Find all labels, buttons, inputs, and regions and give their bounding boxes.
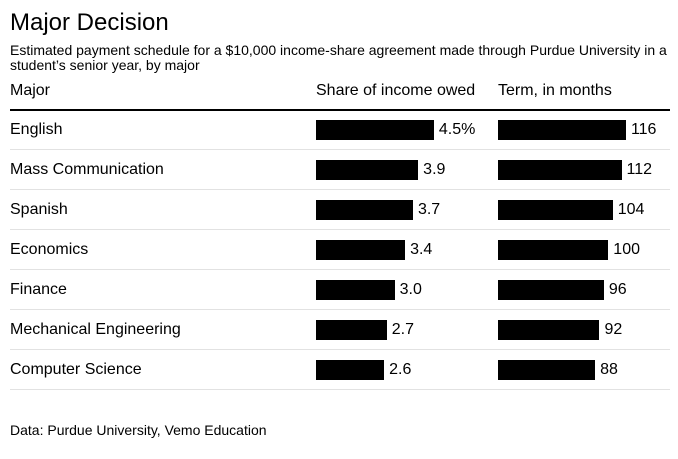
major-label: Finance: [10, 281, 67, 298]
term-bar: [498, 320, 600, 340]
row-divider: [10, 229, 670, 230]
share-value-label: 2.7: [391, 321, 414, 338]
header-rule: [10, 109, 670, 111]
chart-subtitle: Estimated payment schedule for a $10,000…: [10, 42, 667, 73]
share-bar: [316, 360, 385, 380]
term-value-label: 92: [604, 321, 623, 338]
column-header-share: Share of income owed: [316, 82, 476, 99]
term-bar: [498, 200, 613, 220]
table-row: English 4.5% 116: [10, 110, 670, 150]
table-row: Economics 3.4 100: [10, 230, 670, 270]
major-label: English: [10, 121, 63, 138]
share-value-label: 3.4: [410, 241, 433, 258]
term-value-label: 112: [626, 161, 653, 178]
row-divider: [10, 149, 670, 150]
share-value-label: 4.5%: [438, 121, 476, 138]
share-value-label: 3.9: [423, 161, 446, 178]
share-value-label: 3.0: [399, 281, 422, 298]
major-label: Economics: [10, 241, 89, 258]
table-row: Finance 3.0 96: [10, 270, 670, 310]
row-divider: [10, 309, 670, 310]
source-note: Data: Purdue University, Vemo Education: [10, 422, 267, 438]
table-row: Computer Science 2.6 88: [10, 350, 670, 390]
term-bar: [498, 120, 626, 140]
share-value-label: 3.7: [417, 201, 441, 218]
term-value-label: 100: [613, 241, 640, 258]
term-value-label: 88: [600, 361, 618, 378]
table-row: Mechanical Engineering 2.7 92: [10, 310, 670, 350]
term-bar: [498, 240, 609, 260]
table-row: Spanish 3.7 104: [10, 190, 670, 230]
row-divider: [10, 269, 670, 270]
share-bar: [316, 240, 406, 260]
term-bar: [498, 160, 622, 180]
share-bar: [316, 320, 387, 340]
term-value-label: 116: [630, 121, 657, 138]
major-label: Mechanical Engineering: [10, 321, 181, 338]
share-bar: [316, 200, 413, 220]
share-bar: [316, 160, 419, 180]
term-bar: [498, 280, 604, 300]
share-bar: [316, 120, 434, 140]
row-divider: [10, 389, 670, 390]
chart-title: Major Decision: [10, 9, 169, 36]
row-divider: [10, 189, 670, 190]
row-divider: [10, 349, 670, 350]
column-header-term: Term, in months: [498, 82, 612, 99]
share-bar: [316, 280, 395, 300]
term-value-label: 104: [617, 201, 645, 218]
term-bar: [498, 360, 596, 380]
major-label: Computer Science: [10, 361, 142, 378]
share-value-label: 2.6: [389, 361, 412, 378]
term-value-label: 96: [608, 281, 627, 298]
major-label: Spanish: [10, 201, 68, 218]
table-row: Mass Communication 3.9 112: [10, 150, 670, 190]
column-header-major: Major: [10, 82, 51, 99]
major-label: Mass Communication: [10, 161, 164, 178]
